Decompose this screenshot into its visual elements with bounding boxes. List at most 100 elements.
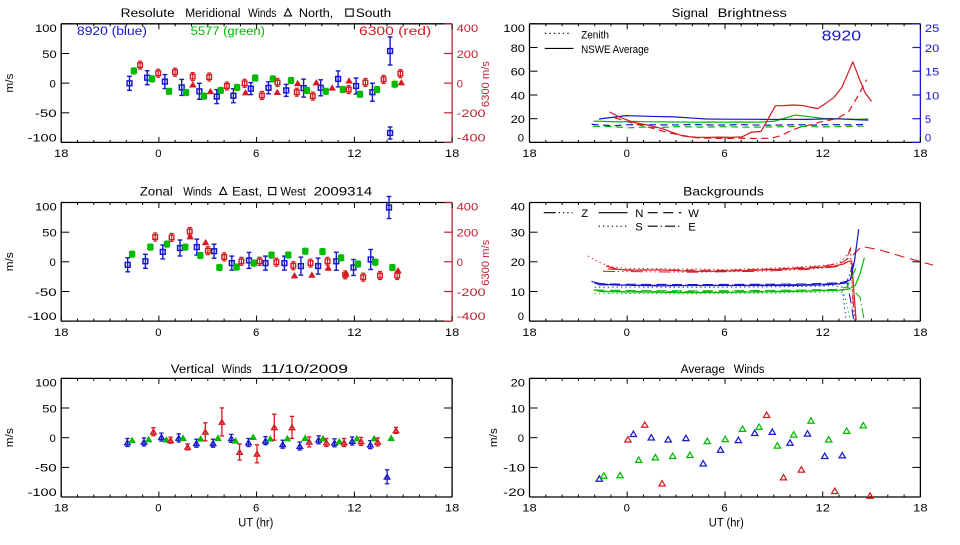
svg-text:0: 0 bbox=[518, 311, 524, 323]
svg-text:200: 200 bbox=[457, 49, 479, 61]
svg-text:50: 50 bbox=[42, 228, 56, 240]
svg-text:20: 20 bbox=[511, 257, 525, 269]
svg-text:100: 100 bbox=[35, 377, 57, 389]
svg-text:0: 0 bbox=[624, 503, 630, 515]
svg-text:18: 18 bbox=[54, 148, 68, 160]
svg-text:12: 12 bbox=[347, 327, 361, 339]
svg-text:8920 (blue): 8920 (blue) bbox=[77, 24, 147, 38]
svg-text:-400: -400 bbox=[457, 311, 486, 323]
svg-text:80: 80 bbox=[511, 43, 525, 55]
svg-text:0: 0 bbox=[624, 148, 630, 160]
svg-text:100: 100 bbox=[503, 23, 525, 35]
svg-text:Z: Z bbox=[581, 208, 588, 220]
svg-text:South: South bbox=[356, 6, 391, 20]
svg-text:Resolute: Resolute bbox=[121, 6, 175, 20]
svg-text:60: 60 bbox=[511, 67, 525, 79]
svg-text:0: 0 bbox=[518, 433, 524, 445]
svg-text:0: 0 bbox=[518, 132, 524, 144]
svg-text:UT (hr): UT (hr) bbox=[709, 518, 744, 530]
svg-text:Backgrounds: Backgrounds bbox=[683, 184, 764, 198]
svg-text:0: 0 bbox=[50, 78, 56, 90]
svg-text:East,: East, bbox=[232, 184, 262, 198]
svg-text:2009314: 2009314 bbox=[314, 184, 373, 198]
svg-text:12: 12 bbox=[816, 503, 830, 515]
svg-text:Winds: Winds bbox=[734, 362, 765, 376]
svg-text:18: 18 bbox=[913, 327, 927, 339]
svg-text:12: 12 bbox=[816, 327, 830, 339]
svg-text:Brightness: Brightness bbox=[718, 6, 787, 20]
svg-text:11/10/2009: 11/10/2009 bbox=[261, 362, 348, 376]
svg-text:18: 18 bbox=[522, 503, 536, 515]
svg-text:-200: -200 bbox=[457, 108, 486, 120]
svg-text:-100: -100 bbox=[28, 311, 57, 323]
svg-text:m/s: m/s bbox=[488, 428, 500, 448]
svg-text:m/s: m/s bbox=[4, 73, 16, 93]
svg-text:Zenith: Zenith bbox=[581, 30, 609, 42]
svg-text:100: 100 bbox=[35, 202, 57, 214]
svg-text:18: 18 bbox=[54, 503, 68, 515]
svg-text:Winds: Winds bbox=[248, 6, 276, 20]
svg-text:-200: -200 bbox=[457, 287, 486, 299]
svg-text:0: 0 bbox=[155, 327, 161, 339]
svg-text:E: E bbox=[688, 221, 696, 233]
svg-text:6: 6 bbox=[253, 327, 259, 339]
svg-text:-100: -100 bbox=[28, 487, 57, 499]
svg-text:5577 (green): 5577 (green) bbox=[191, 24, 265, 38]
svg-text:-50: -50 bbox=[35, 108, 57, 120]
svg-text:18: 18 bbox=[445, 148, 459, 160]
svg-text:25: 25 bbox=[925, 23, 939, 35]
svg-text:6300 (red): 6300 (red) bbox=[359, 24, 431, 38]
svg-text:12: 12 bbox=[816, 148, 830, 160]
svg-text:18: 18 bbox=[54, 327, 68, 339]
svg-text:Winds: Winds bbox=[222, 362, 252, 376]
svg-text:20: 20 bbox=[511, 377, 525, 389]
svg-text:0: 0 bbox=[155, 148, 161, 160]
svg-text:Signal: Signal bbox=[672, 6, 708, 20]
svg-text:0: 0 bbox=[457, 257, 463, 269]
svg-text:50: 50 bbox=[42, 403, 56, 415]
svg-text:10: 10 bbox=[511, 403, 525, 415]
svg-text:400: 400 bbox=[457, 202, 479, 214]
svg-text:8920: 8920 bbox=[822, 28, 862, 44]
svg-text:West: West bbox=[280, 184, 306, 198]
svg-text:18: 18 bbox=[913, 148, 927, 160]
svg-text:W: W bbox=[688, 208, 699, 220]
svg-text:18: 18 bbox=[445, 503, 459, 515]
svg-text:50: 50 bbox=[42, 49, 56, 61]
svg-text:0: 0 bbox=[50, 433, 56, 445]
svg-text:6: 6 bbox=[253, 503, 259, 515]
svg-text:40: 40 bbox=[511, 90, 525, 102]
svg-text:400: 400 bbox=[457, 23, 479, 35]
svg-text:-20: -20 bbox=[503, 487, 525, 499]
svg-text:18: 18 bbox=[445, 327, 459, 339]
svg-text:m/s: m/s bbox=[4, 252, 16, 272]
svg-text:Vertical: Vertical bbox=[171, 362, 214, 376]
svg-text:NSWE Average: NSWE Average bbox=[581, 44, 649, 56]
svg-text:m/s: m/s bbox=[4, 428, 16, 448]
svg-text:20: 20 bbox=[511, 114, 525, 126]
svg-text:6: 6 bbox=[721, 327, 727, 339]
svg-text:18: 18 bbox=[522, 327, 536, 339]
svg-text:Average: Average bbox=[681, 362, 726, 376]
svg-text:20: 20 bbox=[925, 43, 939, 55]
svg-text:6: 6 bbox=[253, 148, 259, 160]
svg-text:5: 5 bbox=[925, 114, 931, 126]
svg-text:30: 30 bbox=[511, 228, 525, 240]
svg-text:North,: North, bbox=[299, 6, 333, 20]
svg-text:-50: -50 bbox=[35, 287, 57, 299]
svg-text:S: S bbox=[635, 221, 643, 233]
svg-text:0: 0 bbox=[624, 327, 630, 339]
svg-text:0: 0 bbox=[457, 78, 463, 90]
svg-text:100: 100 bbox=[35, 23, 57, 35]
svg-text:-400: -400 bbox=[457, 132, 486, 144]
svg-text:-50: -50 bbox=[35, 463, 57, 475]
svg-text:18: 18 bbox=[522, 148, 536, 160]
svg-text:40: 40 bbox=[511, 202, 525, 214]
svg-text:10: 10 bbox=[511, 287, 525, 299]
svg-text:6300 m/s: 6300 m/s bbox=[480, 239, 492, 286]
svg-text:12: 12 bbox=[347, 148, 361, 160]
svg-text:18: 18 bbox=[913, 503, 927, 515]
svg-text:Zonal: Zonal bbox=[140, 184, 173, 198]
svg-text:0: 0 bbox=[925, 132, 931, 144]
svg-text:UT (hr): UT (hr) bbox=[238, 518, 273, 530]
